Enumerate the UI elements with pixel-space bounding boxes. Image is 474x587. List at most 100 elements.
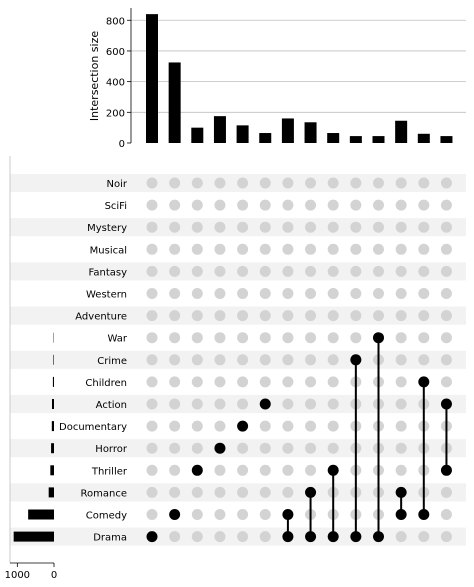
matrix-dot-empty	[259, 221, 271, 233]
matrix-dot-empty	[169, 486, 181, 498]
matrix-dot-empty	[282, 265, 294, 277]
matrix-dot-empty	[146, 398, 158, 410]
matrix-dot-empty	[327, 376, 339, 388]
matrix-dot-empty	[395, 177, 407, 189]
matrix-dot-empty	[259, 420, 271, 432]
matrix-dot-empty	[214, 177, 226, 189]
matrix-dot-empty	[395, 354, 407, 366]
matrix-dot-empty	[282, 332, 294, 344]
matrix-dot-empty	[373, 265, 384, 277]
set-size-bar	[13, 531, 54, 542]
matrix-dot-empty	[214, 354, 226, 366]
matrix-dot-empty	[282, 376, 294, 388]
matrix-dot-filled	[191, 464, 203, 476]
matrix-dot-empty	[214, 288, 226, 299]
matrix-dot-empty	[146, 199, 158, 211]
matrix-dot-empty	[214, 310, 226, 322]
set-label: Comedy	[86, 511, 127, 522]
matrix-dot-empty	[395, 243, 407, 255]
set-size-bar	[28, 509, 54, 520]
matrix-dot-empty	[327, 199, 339, 211]
matrix-dot-empty	[169, 310, 181, 322]
matrix-dot-empty	[146, 243, 158, 255]
intersection-bar	[395, 120, 408, 143]
set-label: Documentary	[59, 422, 127, 433]
intersection-size-axis: 0 200 400 600 800	[106, 8, 466, 150]
matrix-dot-filled	[305, 531, 317, 543]
matrix-dot-empty	[327, 354, 339, 366]
matrix-dot-empty	[305, 310, 317, 322]
matrix-dot-empty	[395, 265, 407, 277]
matrix-dot-empty	[191, 288, 203, 299]
matrix-dot-empty	[259, 310, 271, 322]
matrix-dot-empty	[191, 243, 203, 255]
matrix-dot-empty	[282, 398, 294, 410]
matrix-dot-filled	[373, 332, 384, 344]
matrix-dot-filled	[214, 442, 226, 454]
matrix-dot-empty	[373, 243, 384, 255]
matrix-dot-empty	[305, 442, 317, 454]
set-label: Western	[86, 290, 127, 301]
matrix-dot-empty	[418, 332, 430, 344]
matrix-dot-empty	[395, 420, 407, 432]
matrix-dot-filled	[327, 464, 339, 476]
y-tick-label: 400	[106, 78, 125, 89]
matrix-dot-empty	[282, 221, 294, 233]
matrix-dot-empty	[146, 310, 158, 322]
matrix-dot-empty	[146, 486, 158, 498]
matrix-dot-empty	[259, 265, 271, 277]
matrix-dot-empty	[282, 310, 294, 322]
matrix-dot-empty	[305, 177, 317, 189]
matrix-dot-empty	[305, 420, 317, 432]
matrix-dot-filled	[305, 486, 317, 498]
matrix-dot-filled	[327, 531, 339, 543]
set-size-tick-label: 1000	[5, 570, 30, 581]
intersection-bar	[349, 136, 362, 143]
matrix-dot-empty	[214, 199, 226, 211]
set-label: War	[108, 334, 128, 345]
matrix-dot-empty	[395, 442, 407, 454]
matrix-dot-empty	[440, 199, 452, 211]
matrix-dot-empty	[169, 221, 181, 233]
matrix-dot-empty	[169, 464, 181, 476]
intersection-bar	[304, 122, 317, 143]
matrix-dot-empty	[327, 243, 339, 255]
matrix-dot-empty	[282, 288, 294, 299]
intersection-bar	[213, 116, 226, 143]
matrix-dot-empty	[214, 464, 226, 476]
matrix-dot-empty	[214, 398, 226, 410]
matrix-dot-empty	[214, 509, 226, 520]
matrix-dot-filled	[373, 531, 384, 543]
matrix-dot-empty	[440, 265, 452, 277]
y-tick-label: 800	[106, 16, 125, 27]
matrix-dot-empty	[259, 332, 271, 344]
matrix-dot-empty	[169, 243, 181, 255]
matrix-dot-empty	[350, 265, 362, 277]
matrix-dot-empty	[169, 332, 181, 344]
matrix-dot-empty	[282, 354, 294, 366]
matrix-dot-empty	[305, 464, 317, 476]
matrix-dot-empty	[440, 221, 452, 233]
matrix-dot-empty	[146, 442, 158, 454]
matrix-dot-empty	[440, 509, 452, 520]
matrix-dot-empty	[191, 420, 203, 432]
matrix-dot-empty	[191, 376, 203, 388]
matrix-dot-empty	[146, 420, 158, 432]
set-size-bar	[53, 354, 54, 365]
matrix-dot-empty	[237, 442, 249, 454]
matrix-dot-empty	[237, 310, 249, 322]
matrix-dot-empty	[395, 376, 407, 388]
matrix-dot-empty	[237, 531, 249, 543]
matrix-dot-empty	[237, 265, 249, 277]
matrix-dot-empty	[237, 509, 249, 520]
matrix-dot-empty	[169, 531, 181, 543]
matrix-dot-empty	[350, 288, 362, 299]
matrix-dot-empty	[327, 310, 339, 322]
matrix-dot-empty	[259, 509, 271, 520]
matrix-dot-empty	[146, 376, 158, 388]
set-label: Horror	[95, 444, 128, 455]
matrix-dot-empty	[237, 199, 249, 211]
matrix-dot-empty	[237, 288, 249, 299]
matrix-dot-empty	[327, 420, 339, 432]
matrix-dot-empty	[327, 221, 339, 233]
